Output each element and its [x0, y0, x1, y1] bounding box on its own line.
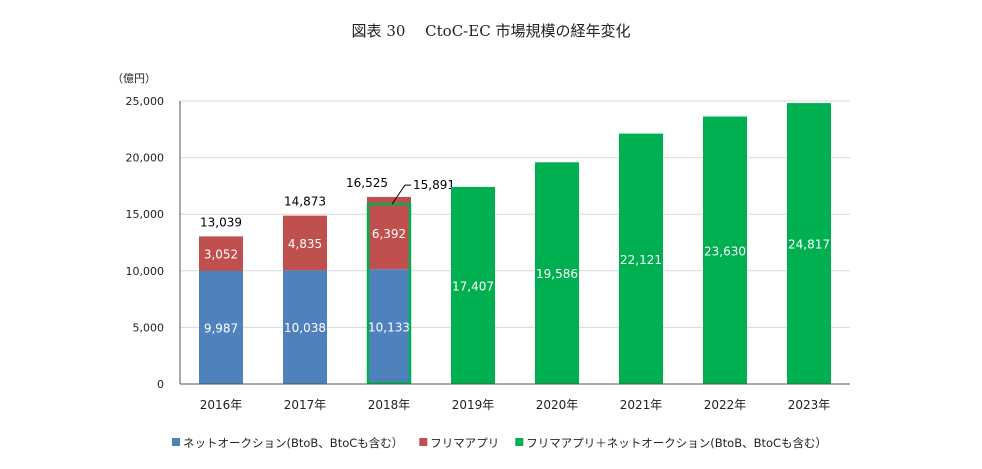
total-label: 13,039 — [200, 215, 242, 229]
bar-flea-app — [367, 196, 411, 270]
data-label: 6,392 — [372, 227, 406, 241]
x-tick-label: 2023年 — [788, 398, 831, 412]
legend-label: ネットオークション(BtoB、BtoCも含む） — [183, 436, 403, 450]
data-label: 24,817 — [788, 238, 830, 252]
x-tick-label: 2016年 — [200, 398, 243, 412]
bar-combined — [451, 186, 495, 384]
x-tick-label: 2021年 — [620, 398, 663, 412]
y-tick-label: 0 — [157, 378, 164, 391]
y-tick-label: 25,000 — [126, 95, 165, 108]
data-label: 10,133 — [368, 321, 410, 335]
data-label: 19,586 — [536, 267, 578, 281]
leader-line — [391, 184, 411, 205]
bar-combined — [703, 116, 747, 385]
x-tick-label: 2022年 — [704, 398, 747, 412]
y-tick-label: 10,000 — [126, 265, 165, 278]
legend-label: フリマアプリ＋ネットオークション(BtoB、BtoCも含む） — [526, 436, 827, 450]
chart-title: 図表 30 CtoC-EC 市場規模の経年変化 — [351, 22, 631, 40]
data-label: 4,835 — [288, 237, 322, 251]
data-label: 22,121 — [620, 253, 662, 267]
y-axis-unit: （億円） — [112, 72, 156, 85]
data-label: 17,407 — [452, 279, 494, 293]
legend-swatch — [419, 438, 428, 446]
bar-combined-outline — [366, 202, 412, 385]
data-label: 9,987 — [204, 321, 238, 335]
data-label: 23,630 — [704, 244, 746, 258]
x-tick-label: 2017年 — [284, 398, 327, 412]
x-tick-label: 2020年 — [536, 398, 579, 412]
legend-swatch — [515, 438, 524, 446]
bar-combined — [619, 133, 663, 384]
data-label: 3,052 — [204, 248, 238, 262]
legend-swatch — [172, 438, 180, 446]
data-label: 15,891 — [413, 178, 455, 192]
bar-net-auction — [367, 269, 411, 384]
bar-combined — [535, 162, 579, 384]
y-tick-label: 20,000 — [126, 152, 165, 165]
data-label: 10,038 — [284, 321, 326, 335]
bar-flea-app — [283, 215, 327, 271]
x-tick-label: 2018年 — [368, 398, 411, 412]
y-tick-label: 5,000 — [133, 321, 165, 334]
total-label: 14,873 — [284, 195, 326, 209]
legend-label: フリマアプリ — [430, 436, 499, 450]
total-label: 16,525 — [346, 176, 388, 190]
y-tick-label: 15,000 — [126, 208, 165, 221]
bar-flea-app — [199, 236, 243, 271]
bar-net-auction — [283, 270, 327, 384]
x-tick-label: 2019年 — [452, 398, 495, 412]
bar-net-auction — [199, 270, 243, 384]
bar-combined — [787, 103, 831, 384]
